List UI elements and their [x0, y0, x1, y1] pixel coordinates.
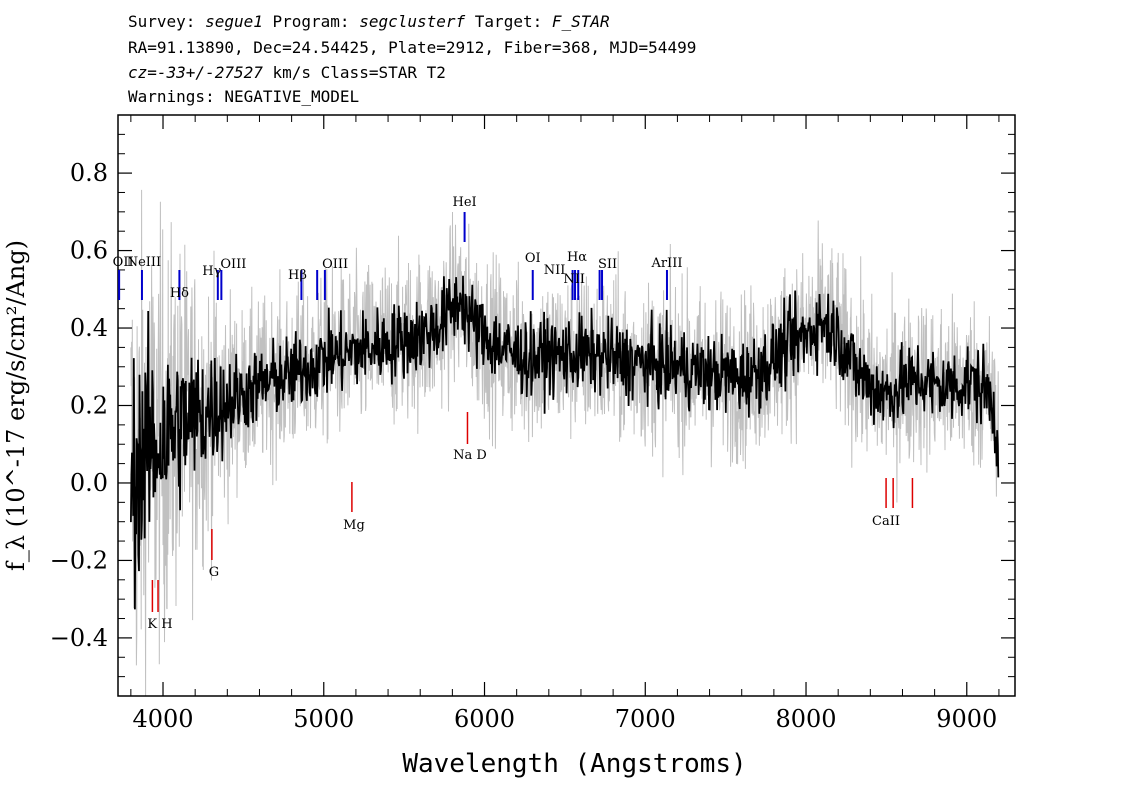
emission-line-label: Hα: [567, 250, 587, 265]
emission-line-label: Hβ: [288, 268, 307, 283]
absorption-line-label: K H: [147, 617, 172, 632]
target-key: Target:: [465, 12, 552, 31]
header-line-3: cz=-33+/-27527 km/s Class=STAR T2: [128, 63, 446, 82]
x-tick-label: 4000: [132, 705, 193, 733]
emission-line-label: NeIII: [127, 255, 161, 270]
survey-key: Survey:: [128, 12, 206, 31]
emission-line-label: NII: [563, 272, 585, 287]
absorption-line-label: Mg: [343, 518, 365, 533]
x-tick-label: 7000: [615, 705, 676, 733]
class-text: km/s Class=STAR T2: [262, 63, 446, 82]
y-tick-label: 0.6: [70, 237, 108, 265]
y-axis-label: f_λ (10^-17 erg/s/cm²/Ang): [2, 240, 30, 571]
emission-line-label: SII: [598, 257, 617, 272]
x-axis-label: Wavelength (Angstroms): [402, 749, 746, 779]
header-line-2: RA=91.13890, Dec=24.54425, Plate=2912, F…: [128, 38, 697, 57]
absorption-line-label: G: [209, 565, 219, 580]
redshift-value: cz=-33+/-27527: [128, 63, 263, 82]
target-value: F_STAR: [551, 12, 610, 31]
emission-line-label: HeI: [452, 195, 476, 210]
emission-line-label: OI: [525, 251, 541, 266]
emission-line-label: NII: [544, 263, 566, 278]
y-tick-label: 0.4: [70, 314, 108, 342]
header-line-4: Warnings: NEGATIVE_MODEL: [128, 87, 360, 106]
program-value: segclusterf: [359, 12, 466, 31]
survey-value: segue1: [205, 12, 263, 31]
emission-line-label: OIII: [322, 257, 348, 272]
x-tick-label: 6000: [454, 705, 515, 733]
absorption-line-label: CaII: [872, 514, 900, 529]
program-key: Program:: [262, 12, 360, 31]
absorption-line-label: Na D: [453, 448, 487, 463]
y-tick-label: 0.0: [70, 469, 108, 497]
y-tick-label: 0.2: [70, 392, 108, 420]
emission-line-label: Hγ: [202, 264, 221, 279]
y-tick-label: −0.4: [50, 624, 108, 652]
spectrum-flux-line: [130, 275, 1000, 610]
header-line-1: Survey: segue1 Program: segclusterf Targ…: [128, 12, 610, 31]
emission-line-label: OII: [113, 255, 134, 270]
emission-line-label: OIII: [220, 257, 246, 272]
y-tick-label: −0.2: [50, 546, 108, 574]
emission-line-label: ArIII: [650, 256, 682, 271]
x-tick-label: 5000: [293, 705, 354, 733]
x-tick-label: 9000: [936, 705, 997, 733]
emission-line-label: Hδ: [170, 286, 189, 301]
x-tick-label: 8000: [775, 705, 836, 733]
y-tick-label: 0.8: [70, 159, 108, 187]
